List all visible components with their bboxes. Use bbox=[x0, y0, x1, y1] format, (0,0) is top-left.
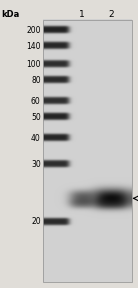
Text: 80: 80 bbox=[31, 76, 41, 85]
Text: 50: 50 bbox=[31, 113, 41, 122]
Text: kDa: kDa bbox=[1, 10, 20, 19]
Text: 30: 30 bbox=[31, 160, 41, 169]
Bar bbox=[43, 20, 132, 282]
Text: 2: 2 bbox=[109, 10, 114, 19]
Text: 40: 40 bbox=[31, 134, 41, 143]
Text: 100: 100 bbox=[26, 60, 41, 69]
Text: 20: 20 bbox=[31, 217, 41, 226]
Text: 60: 60 bbox=[31, 97, 41, 106]
Text: 200: 200 bbox=[26, 26, 41, 35]
Text: 140: 140 bbox=[26, 42, 41, 51]
Text: 1: 1 bbox=[79, 10, 84, 19]
